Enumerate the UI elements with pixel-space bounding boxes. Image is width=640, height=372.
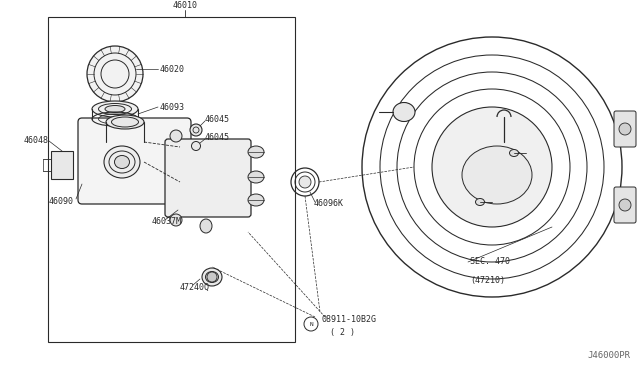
Text: 46096K: 46096K [314, 199, 344, 208]
Text: 46020: 46020 [160, 64, 185, 74]
Text: 46045: 46045 [205, 115, 230, 125]
Text: 47240Q: 47240Q [180, 282, 210, 292]
Ellipse shape [202, 268, 222, 286]
Bar [51, 151, 73, 179]
Circle shape [299, 176, 311, 188]
Ellipse shape [115, 155, 129, 169]
Text: ( 2 ): ( 2 ) [330, 327, 355, 337]
Text: J46000PR: J46000PR [587, 351, 630, 360]
Circle shape [190, 124, 202, 136]
Circle shape [432, 107, 552, 227]
Text: 46093: 46093 [160, 103, 185, 112]
Text: (47210): (47210) [470, 276, 505, 285]
Text: 46048: 46048 [24, 135, 49, 144]
Circle shape [87, 46, 143, 102]
Ellipse shape [248, 194, 264, 206]
FancyBboxPatch shape [614, 187, 636, 223]
Ellipse shape [200, 219, 212, 233]
Text: 46045: 46045 [205, 134, 230, 142]
Text: 46010: 46010 [173, 1, 198, 10]
Circle shape [207, 272, 217, 282]
Circle shape [619, 199, 631, 211]
FancyBboxPatch shape [78, 118, 191, 204]
Ellipse shape [205, 272, 218, 282]
Text: 46037M: 46037M [152, 218, 182, 227]
Circle shape [170, 130, 182, 142]
Circle shape [191, 141, 200, 151]
Ellipse shape [248, 171, 264, 183]
Ellipse shape [393, 103, 415, 122]
Circle shape [619, 123, 631, 135]
Text: N: N [309, 321, 313, 327]
Text: 46090: 46090 [49, 196, 74, 205]
Ellipse shape [248, 146, 264, 158]
Text: SEC. 470: SEC. 470 [470, 257, 510, 266]
Ellipse shape [462, 146, 532, 204]
Ellipse shape [92, 101, 138, 117]
FancyBboxPatch shape [165, 139, 251, 217]
Ellipse shape [106, 115, 144, 129]
Text: 08911-10B2G: 08911-10B2G [321, 314, 376, 324]
Ellipse shape [476, 199, 484, 205]
Circle shape [304, 317, 318, 331]
Bar [48, 17, 295, 342]
Ellipse shape [509, 150, 518, 157]
Ellipse shape [105, 106, 125, 112]
Circle shape [170, 214, 182, 226]
FancyBboxPatch shape [614, 111, 636, 147]
Ellipse shape [104, 146, 140, 178]
